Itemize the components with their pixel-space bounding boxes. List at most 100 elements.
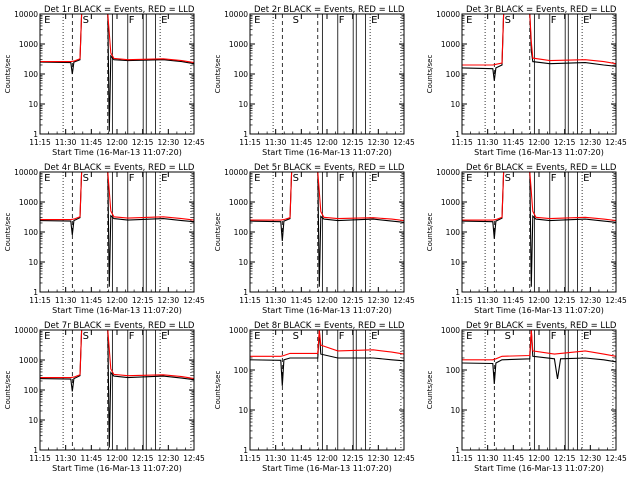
x-tick-label: 11:45 bbox=[81, 138, 103, 147]
y-tick-label: 10000 bbox=[14, 10, 38, 19]
panel-xlabel: Start Time (16-Mar-13 11:07:20) bbox=[262, 306, 392, 315]
panel-frame bbox=[461, 171, 617, 293]
state-marker-label: E bbox=[161, 173, 167, 184]
x-tick-label: 11:15 bbox=[451, 454, 473, 463]
state-marker-label: F bbox=[339, 15, 345, 26]
panel-title: Det 8r BLACK = Events, RED = LLD bbox=[254, 321, 405, 331]
panel-frame bbox=[461, 13, 617, 135]
panels-container: Det 1r BLACK = Events, RED = LLD Counts/s… bbox=[4, 5, 627, 473]
x-tick-label: 12:30 bbox=[368, 296, 390, 305]
y-tick-label: 100 bbox=[446, 366, 461, 375]
y-tick-label: 100 bbox=[24, 386, 39, 395]
state-marker-label: E bbox=[254, 331, 260, 342]
state-marker-label: E bbox=[583, 331, 589, 342]
state-marker-label: F bbox=[129, 15, 135, 26]
x-tick-label: 11:45 bbox=[291, 296, 313, 305]
x-tick-label: 11:45 bbox=[81, 454, 103, 463]
panel-4: Det 4r BLACK = Events, RED = LLD Counts/s… bbox=[4, 163, 205, 315]
x-tick-label: 12:45 bbox=[183, 138, 205, 147]
state-marker-label: S bbox=[293, 331, 299, 342]
y-tick-label: 10 bbox=[238, 406, 248, 415]
state-marker-label: S bbox=[83, 331, 89, 342]
events-series-line bbox=[40, 330, 194, 448]
x-tick-label: 12:45 bbox=[183, 454, 205, 463]
y-tick-label: 1000 bbox=[229, 198, 248, 207]
x-tick-label: 12:30 bbox=[368, 454, 390, 463]
state-marker-label: E bbox=[44, 173, 50, 184]
panel-xlabel: Start Time (16-Mar-13 11:07:20) bbox=[474, 464, 604, 473]
state-marker-label: E bbox=[161, 15, 167, 26]
x-tick-label: 12:30 bbox=[580, 454, 602, 463]
state-marker-label: E bbox=[466, 15, 472, 26]
y-tick-label: 10000 bbox=[14, 168, 38, 177]
panel-7: Det 7r BLACK = Events, RED = LLD Counts/s… bbox=[4, 321, 205, 473]
events-series-line bbox=[40, 14, 194, 132]
y-tick-label: 1000 bbox=[229, 326, 248, 335]
x-tick-label: 12:45 bbox=[393, 138, 415, 147]
panel-frame bbox=[461, 329, 617, 451]
panel-ylabel: Counts/sec bbox=[426, 55, 434, 94]
state-marker-label: F bbox=[551, 173, 557, 184]
x-tick-label: 11:15 bbox=[239, 296, 261, 305]
y-tick-label: 1 bbox=[33, 446, 38, 455]
x-tick-label: 12:15 bbox=[342, 454, 364, 463]
y-tick-label: 10000 bbox=[224, 168, 248, 177]
x-tick-label: 12:00 bbox=[316, 296, 338, 305]
lld-series-line bbox=[40, 330, 194, 380]
x-tick-label: 11:30 bbox=[265, 296, 287, 305]
lld-series-line bbox=[462, 330, 616, 361]
x-tick-label: 11:30 bbox=[477, 454, 499, 463]
panel-frame bbox=[39, 329, 195, 451]
panel-ylabel: Counts/sec bbox=[214, 371, 222, 410]
events-series-line bbox=[462, 14, 616, 81]
x-tick-label: 12:15 bbox=[132, 296, 154, 305]
y-tick-label: 100 bbox=[234, 228, 249, 237]
panel-1: Det 1r BLACK = Events, RED = LLD Counts/s… bbox=[4, 5, 205, 157]
panel-ylabel: Counts/sec bbox=[214, 213, 222, 252]
y-tick-label: 10 bbox=[450, 258, 460, 267]
lld-series-line bbox=[462, 14, 616, 66]
panel-xlabel: Start Time (16-Mar-13 11:07:20) bbox=[52, 148, 182, 157]
panel-9: Det 9r BLACK = Events, RED = LLD Counts/s… bbox=[426, 321, 627, 473]
y-tick-label: 1 bbox=[455, 288, 460, 297]
state-marker-label: S bbox=[505, 331, 511, 342]
y-tick-label: 10 bbox=[450, 100, 460, 109]
y-tick-label: 1 bbox=[243, 288, 248, 297]
x-tick-label: 11:45 bbox=[81, 296, 103, 305]
x-tick-label: 12:15 bbox=[342, 138, 364, 147]
panel-ylabel: Counts/sec bbox=[4, 213, 12, 252]
panel-xlabel: Start Time (16-Mar-13 11:07:20) bbox=[474, 306, 604, 315]
y-tick-label: 1000 bbox=[441, 40, 460, 49]
state-marker-label: F bbox=[129, 173, 135, 184]
panel-title: Det 3r BLACK = Events, RED = LLD bbox=[466, 5, 617, 15]
panel-ylabel: Counts/sec bbox=[426, 371, 434, 410]
x-tick-label: 11:45 bbox=[291, 454, 313, 463]
y-tick-label: 1 bbox=[455, 130, 460, 139]
x-tick-label: 11:30 bbox=[55, 454, 77, 463]
y-tick-label: 100 bbox=[24, 70, 39, 79]
y-tick-label: 1000 bbox=[19, 198, 38, 207]
state-marker-label: E bbox=[371, 15, 377, 26]
state-marker-label: F bbox=[339, 331, 345, 342]
panel-frame bbox=[39, 13, 195, 135]
x-tick-label: 11:15 bbox=[451, 296, 473, 305]
x-tick-label: 11:30 bbox=[477, 138, 499, 147]
x-tick-label: 11:15 bbox=[29, 138, 51, 147]
panel-title: Det 6r BLACK = Events, RED = LLD bbox=[466, 163, 617, 173]
y-tick-label: 1 bbox=[33, 130, 38, 139]
panel-6: Det 6r BLACK = Events, RED = LLD Counts/s… bbox=[426, 163, 627, 315]
y-tick-label: 1000 bbox=[19, 40, 38, 49]
panel-ylabel: Counts/sec bbox=[426, 213, 434, 252]
panel-xlabel: Start Time (16-Mar-13 11:07:20) bbox=[52, 306, 182, 315]
y-tick-label: 10 bbox=[238, 258, 248, 267]
y-tick-label: 10 bbox=[28, 258, 38, 267]
x-tick-label: 12:30 bbox=[158, 296, 180, 305]
x-tick-label: 11:45 bbox=[291, 138, 313, 147]
y-tick-label: 10 bbox=[28, 100, 38, 109]
x-tick-label: 12:00 bbox=[106, 138, 128, 147]
x-tick-label: 12:45 bbox=[393, 296, 415, 305]
state-marker-label: S bbox=[293, 15, 299, 26]
state-marker-label: E bbox=[44, 331, 50, 342]
x-tick-label: 11:30 bbox=[265, 454, 287, 463]
state-marker-label: E bbox=[466, 173, 472, 184]
